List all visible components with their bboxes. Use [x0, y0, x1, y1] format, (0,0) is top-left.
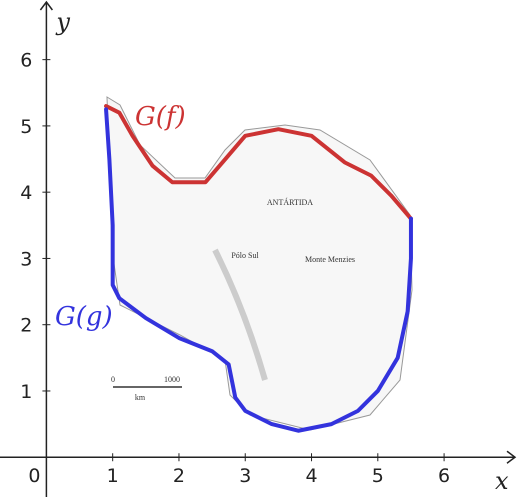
x-tick-label: 2: [173, 465, 185, 487]
y-tick-label: 2: [20, 315, 32, 337]
y-tick-label: 3: [20, 248, 32, 270]
map-annotation: Monte Menzies: [305, 255, 355, 264]
map-annotation: 1000: [164, 375, 180, 384]
map-ridge: [212, 248, 268, 381]
map-annotation: Pólo Sul: [231, 251, 259, 260]
x-arrow: [506, 450, 517, 464]
y-tick-label: 6: [20, 50, 32, 72]
y-arrow: [39, 0, 53, 11]
y-axis-label: y: [55, 8, 70, 36]
y-tick-label: 1: [20, 381, 32, 403]
x-axis-label: x: [495, 467, 509, 495]
series-label: G(f): [135, 102, 186, 132]
series-label: G(g): [55, 302, 113, 332]
series-line: [104, 104, 413, 221]
x-tick-label: 5: [372, 465, 384, 487]
x-tick-label: 6: [438, 465, 450, 487]
map-annotation: 0: [111, 375, 115, 384]
map-outline: [106, 96, 413, 431]
x-tick-label: 0: [28, 465, 40, 487]
map-annotation: km: [135, 393, 146, 402]
x-tick-label: 4: [305, 465, 317, 487]
series-line: [104, 107, 413, 433]
y-tick-label: 4: [20, 182, 32, 204]
map-annotation: ANTÁRTIDA: [267, 197, 313, 207]
y-tick-label: 5: [20, 116, 32, 138]
x-tick-label: 1: [107, 465, 119, 487]
x-tick-label: 3: [239, 465, 251, 487]
